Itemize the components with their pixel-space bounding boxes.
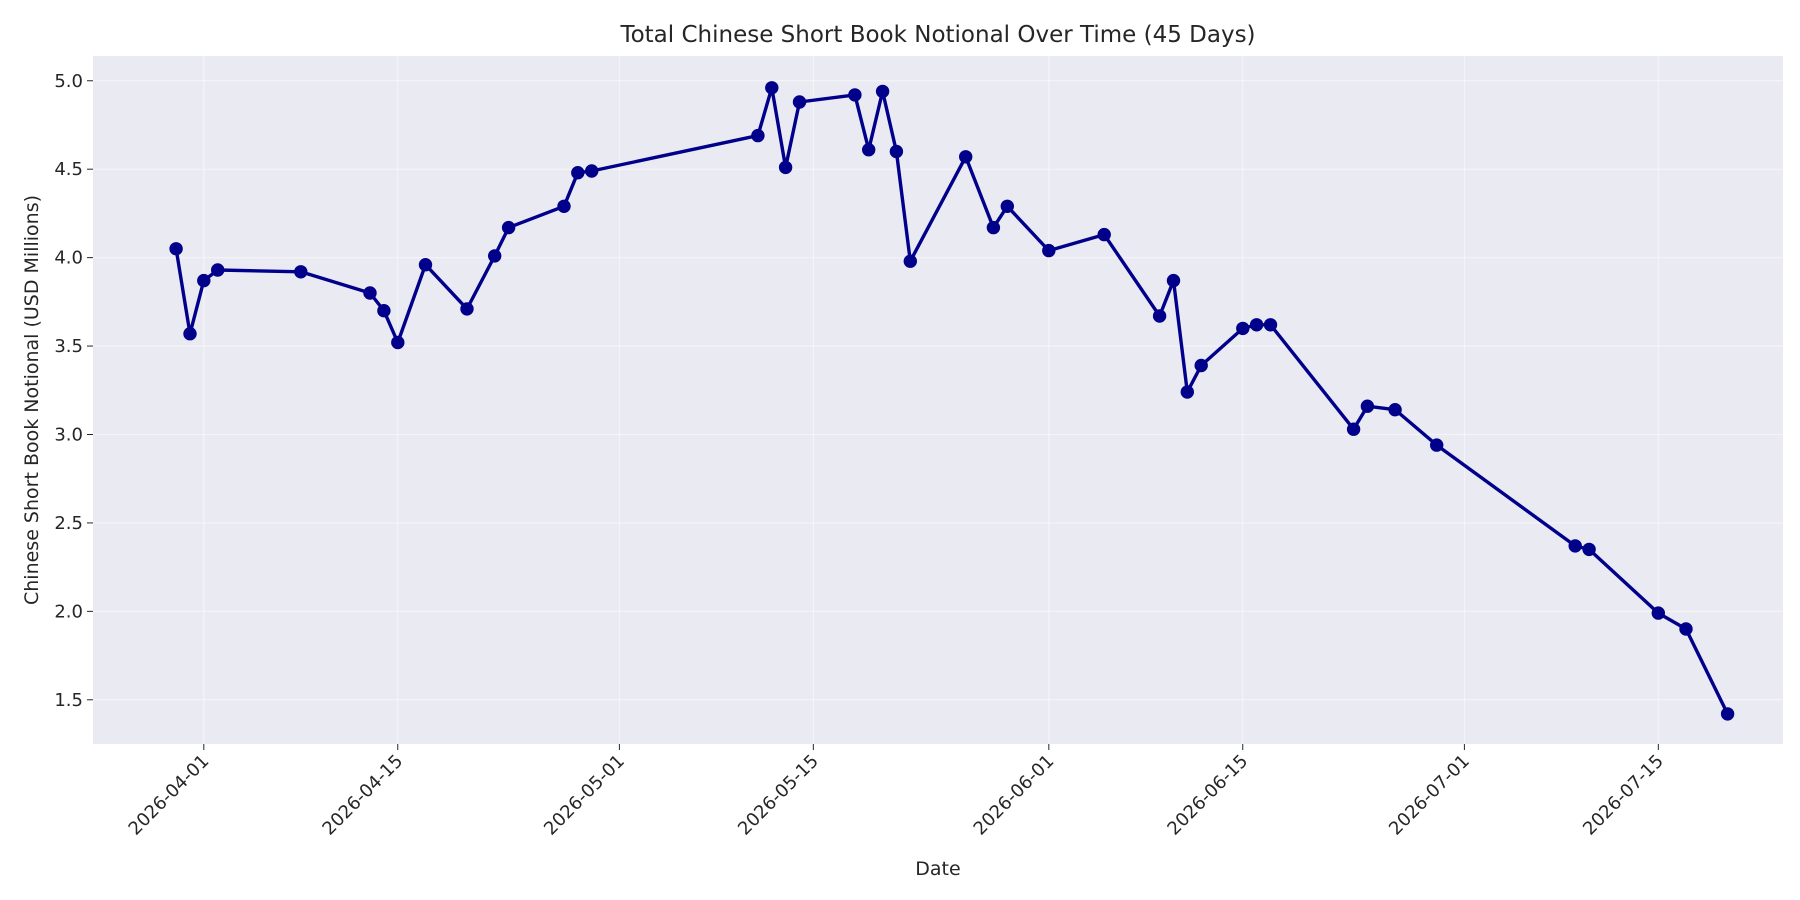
data-point [1360,399,1375,413]
data-point [377,304,391,318]
x-tick-label: 2026-06-15 [1163,751,1252,840]
data-point [211,263,225,277]
x-tick-label: 2026-04-15 [318,751,407,840]
data-point [460,302,474,316]
x-axis-ticks: 2026-04-01 2026-04-15 2026-05-01 2026-05-15… [125,744,1668,840]
data-point [889,144,904,159]
data-point [1236,321,1250,336]
data-point [294,265,308,279]
data-point [1582,542,1596,557]
y-tick-label: 4.0 [54,248,83,269]
data-point [169,242,183,256]
data-point [571,166,585,180]
x-tick-label: 2026-07-15 [1579,751,1668,840]
x-axis-label: Date [915,858,960,880]
data-point [1679,622,1693,636]
data-point [488,249,502,263]
data-point [391,335,405,350]
data-point [1166,273,1181,288]
data-point [1263,318,1278,332]
chart-title: Total Chinese Short Book Notional Over T… [619,22,1255,48]
data-point [1249,318,1264,332]
grid [93,56,1783,744]
data-point [848,88,862,102]
y-tick-label: 5.0 [54,71,83,92]
x-tick-label: 2026-05-15 [734,751,823,840]
data-point [585,164,599,178]
data-point [1194,358,1208,373]
data-point [1720,707,1735,721]
y-axis-ticks: 1.5 2.0 2.5 3.0 3.5 4.0 4.5 5.0 [54,71,93,711]
x-tick-label: 2026-04-01 [125,751,214,840]
y-axis-label: Chinese Short Book Notional (USD Million… [21,195,43,605]
data-point [418,258,433,272]
data-point [557,199,571,214]
data-point [1346,422,1361,436]
data-point [792,95,807,109]
series-layer [169,81,1735,721]
y-tick-label: 2.5 [54,513,83,534]
y-tick-label: 3.0 [54,424,83,445]
y-tick-label: 4.5 [54,159,83,180]
data-point [1180,385,1195,399]
data-point [751,128,765,143]
data-point [1042,243,1056,258]
x-tick-label: 2026-05-01 [540,751,629,840]
data-point [1568,539,1582,553]
data-point [765,81,779,95]
data-point [1000,199,1014,214]
data-point [363,286,377,300]
data-point [875,84,890,99]
x-tick-label: 2026-07-01 [1385,751,1474,840]
data-point [903,254,917,268]
data-point [1651,606,1666,620]
plot-area [93,56,1783,744]
data-point [1388,403,1402,417]
data-point [959,150,973,164]
x-tick-label: 2026-06-01 [970,751,1059,840]
data-point [1152,309,1167,323]
data-point [862,143,876,157]
data-point [197,273,211,288]
y-tick-label: 3.5 [54,336,83,357]
y-tick-label: 2.0 [54,601,83,622]
y-tick-label: 1.5 [54,690,83,711]
data-point [1097,227,1111,242]
data-point [986,220,1001,235]
data-point [501,220,516,235]
data-point [1430,438,1444,452]
data-point [778,160,793,175]
data-point [183,327,197,341]
